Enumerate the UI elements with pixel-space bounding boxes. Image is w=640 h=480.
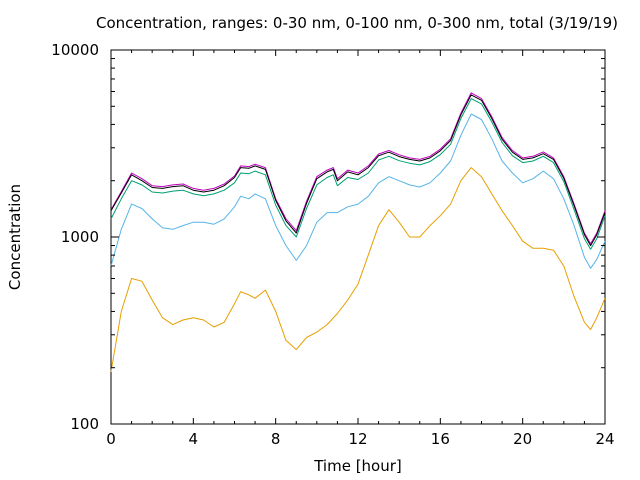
x-tick-label: 12 — [348, 430, 367, 448]
x-tick-label: 4 — [189, 430, 199, 448]
x-tick-label: 0 — [106, 430, 116, 448]
x-axis-label: Time [hour] — [313, 457, 402, 475]
series-line-4 — [110, 167, 606, 372]
x-tick-label: 24 — [595, 430, 614, 448]
y-tick-label: 100 — [70, 415, 99, 433]
y-tick-label: 10000 — [51, 41, 99, 59]
x-tick-label: 20 — [513, 430, 532, 448]
y-tick-label: 1000 — [61, 228, 99, 246]
series-line-2 — [110, 98, 606, 250]
series-line-1 — [110, 94, 606, 247]
series-line-3 — [110, 113, 606, 269]
series-layer — [110, 92, 606, 372]
chart-title: Concentration, ranges: 0-30 nm, 0-100 nm… — [96, 14, 618, 32]
x-tick-label: 8 — [271, 430, 281, 448]
y-axis-label: Concentration — [6, 184, 24, 290]
ticks-layer: 0 4 8 12 16 20 24 100 1000 10000 — [51, 41, 614, 448]
x-tick-label: 16 — [431, 430, 450, 448]
series-line-0 — [110, 92, 606, 245]
